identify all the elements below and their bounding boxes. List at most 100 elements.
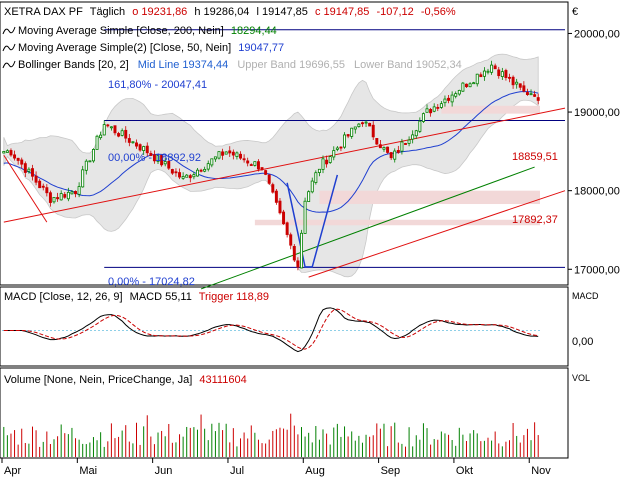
ma200-label: Moving Average Simple [Close, 200, Nein] xyxy=(18,25,224,37)
low-value: l 19147,85 xyxy=(257,6,308,18)
candle-body xyxy=(246,160,250,164)
candle-body xyxy=(486,70,490,73)
candle-body xyxy=(59,193,63,201)
ma50-label: Moving Average Simple(2) [Close, 50, Nei… xyxy=(18,42,231,54)
svg-text:MACD [Close, 12, 26, 9] MA: MACD [Close, 12, 26, 9] MACD 55,11 Trigg… xyxy=(4,291,269,303)
candle-body xyxy=(303,200,307,234)
candle-body xyxy=(282,211,286,225)
month-label: Sep xyxy=(381,465,401,477)
candle-body xyxy=(396,150,400,153)
candle-body xyxy=(525,92,529,95)
candle-body xyxy=(52,197,56,203)
candle-body xyxy=(106,124,110,127)
candle-body xyxy=(81,169,85,188)
candle-body xyxy=(393,150,397,160)
trend-line-upper xyxy=(3,107,566,223)
ma200-legend-icon xyxy=(2,26,16,35)
candle-body xyxy=(339,146,343,149)
candle-body xyxy=(404,143,407,145)
macd-trigger-value: Trigger 118,89 xyxy=(199,291,269,303)
high-value: h 19286,04 xyxy=(194,6,249,18)
upper-zone xyxy=(441,105,540,114)
candle-body xyxy=(174,171,178,174)
candle-body xyxy=(346,134,350,137)
candle-body xyxy=(511,76,515,86)
candle-body xyxy=(63,194,67,198)
trend-line-layer xyxy=(3,29,566,290)
candle-body xyxy=(350,127,354,137)
candle-body xyxy=(38,180,42,189)
candle-body xyxy=(156,155,160,162)
svg-text:Moving Average Simple [Close,: Moving Average Simple [Close, 200, Nein]… xyxy=(18,25,277,37)
candle-body xyxy=(475,73,479,85)
candle-body xyxy=(447,97,451,101)
change-value: -107,12 xyxy=(376,6,413,18)
candle-body xyxy=(16,157,20,161)
candle-body xyxy=(522,85,526,92)
month-label: Apr xyxy=(4,465,21,477)
candle-body xyxy=(314,172,318,183)
candle-body xyxy=(145,145,149,154)
macd-axis-name: MACD xyxy=(572,291,599,301)
candle-body xyxy=(429,108,433,114)
bb-label: Bollinger Bands [20, 2] xyxy=(18,59,129,71)
candle-body xyxy=(378,144,382,149)
candle-body xyxy=(335,147,339,150)
currency-label: € xyxy=(572,6,578,18)
resistance-zone xyxy=(319,190,540,205)
candle-body xyxy=(450,94,454,103)
candle-body xyxy=(411,134,415,140)
candle-body xyxy=(310,180,314,193)
ma50-legend-icon xyxy=(2,43,16,52)
candle-body xyxy=(364,121,368,124)
candle-body xyxy=(195,169,199,177)
macd-trigger-line xyxy=(3,308,539,350)
candle-body xyxy=(23,163,27,173)
ma50-value: 19047,77 xyxy=(238,42,284,54)
candle-body xyxy=(472,82,476,85)
candle-body xyxy=(9,150,13,156)
candle-body xyxy=(192,174,196,178)
month-label: Mai xyxy=(79,465,97,477)
ma200-value: 18294,44 xyxy=(231,25,277,37)
candle-body xyxy=(178,172,182,178)
candle-body xyxy=(113,125,117,134)
candle-body xyxy=(27,168,31,172)
candle-body xyxy=(518,83,522,88)
candle-body xyxy=(127,138,131,143)
candle-body xyxy=(260,167,264,170)
candle-body xyxy=(432,106,436,112)
candle-body xyxy=(464,83,468,88)
candle-body xyxy=(508,76,511,79)
macd-value: MACD 55,11 xyxy=(130,291,192,303)
candle-body xyxy=(45,187,49,194)
axis-layer: 20000,00 19000,00 18000,00 17000,00 Apr Mai Ju… xyxy=(1,28,620,477)
macd-panel xyxy=(0,286,569,367)
candle-body xyxy=(386,146,390,153)
candle-body xyxy=(493,65,497,70)
price-tick-label: 18000,00 xyxy=(574,186,620,198)
volume-label: Volume [None, Nein, PriceChange, Ja] xyxy=(4,374,192,386)
candle-body xyxy=(131,141,135,144)
candle-body xyxy=(407,139,411,144)
month-label: Nov xyxy=(531,465,551,477)
candle-body xyxy=(443,98,447,104)
candle-body xyxy=(210,158,214,166)
month-label: Jul xyxy=(230,465,244,477)
candle-body xyxy=(109,126,113,129)
candle-body xyxy=(400,141,404,152)
volume-layer xyxy=(3,413,539,457)
macd-label: MACD [Close, 12, 26, 9] xyxy=(4,291,123,303)
indicator-legend: Moving Average Simple [Close, 200, Nein]… xyxy=(2,25,462,71)
candle-body xyxy=(256,161,260,170)
candle-body xyxy=(264,170,268,175)
candle-body xyxy=(235,152,239,157)
candle-body xyxy=(421,113,425,122)
candle-body xyxy=(278,200,282,214)
candle-body xyxy=(224,151,228,155)
month-label: Jun xyxy=(155,465,173,477)
support-zone-layer xyxy=(254,105,541,226)
candle-body xyxy=(206,163,210,170)
candle-body xyxy=(70,191,74,195)
candle-body xyxy=(163,161,167,165)
